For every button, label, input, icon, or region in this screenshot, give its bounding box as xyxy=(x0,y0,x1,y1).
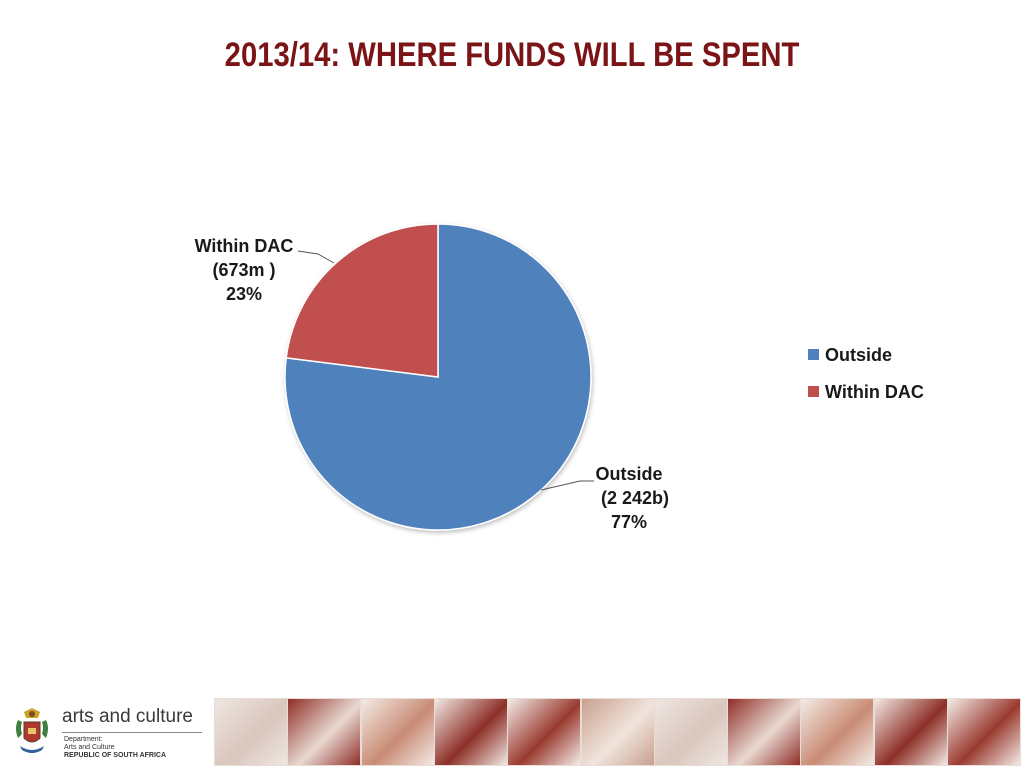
legend-label-within-dac: Within DAC xyxy=(825,382,924,402)
legend-label-outside: Outside xyxy=(825,345,892,365)
dancers-image xyxy=(214,698,288,766)
pie-chart: Outside (2 242b) 77% Within DAC (673m ) 23% O… xyxy=(195,223,924,532)
saxophone-image xyxy=(873,698,948,766)
data-label-name-outside: Outside xyxy=(595,464,662,484)
pie-slice-within-dac xyxy=(285,223,439,378)
pie-slice-outside xyxy=(284,223,592,531)
dept-label: Department: xyxy=(64,736,103,743)
brand-name: arts and culture xyxy=(62,706,193,727)
legend-swatch-outside xyxy=(808,349,819,360)
film-reel-image xyxy=(287,698,362,766)
data-label-amount-outside: (2 242b) xyxy=(601,488,669,508)
footer-banner: arts and culture Department: Arts and Cu… xyxy=(0,694,1024,768)
ballet-shoes-image xyxy=(360,698,435,766)
legend-swatch-within-dac xyxy=(808,386,819,397)
data-label-amount-within-dac: (673m ) xyxy=(212,260,275,280)
data-label-name-within-dac: Within DAC xyxy=(195,236,294,256)
slide-title: 2013/14: WHERE FUNDS WILL BE SPENT xyxy=(224,36,800,74)
data-label-percent-within-dac: 23% xyxy=(226,284,262,304)
leader-line-within-dac xyxy=(297,250,335,264)
beadwork-image xyxy=(580,698,655,766)
leader-line-outside xyxy=(540,480,594,491)
coat-of-arms-icon xyxy=(16,708,48,753)
dept-name: Arts and Culture xyxy=(64,744,115,751)
dancing-figures-image xyxy=(507,698,582,766)
country-name: REPUBLIC OF SOUTH AFRICA xyxy=(64,752,167,759)
culture-image-strip xyxy=(214,698,1021,766)
dancers-image xyxy=(653,698,728,766)
dancing-figures-image xyxy=(947,698,1021,766)
department-logo: arts and culture Department: Arts and Cu… xyxy=(8,700,208,762)
saxophone-image xyxy=(433,698,508,766)
film-reel-image xyxy=(727,698,802,766)
brand-divider xyxy=(62,732,202,733)
ballet-shoes-image xyxy=(800,698,875,766)
data-label-percent-outside: 77% xyxy=(611,512,647,532)
